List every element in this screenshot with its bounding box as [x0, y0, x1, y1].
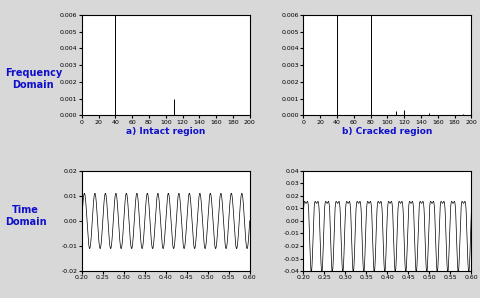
- Text: Time
Domain: Time Domain: [5, 205, 47, 227]
- X-axis label: a) Intact region: a) Intact region: [126, 127, 205, 136]
- X-axis label: b) Cracked region: b) Cracked region: [341, 127, 432, 136]
- Text: Frequency
Domain: Frequency Domain: [5, 68, 62, 90]
